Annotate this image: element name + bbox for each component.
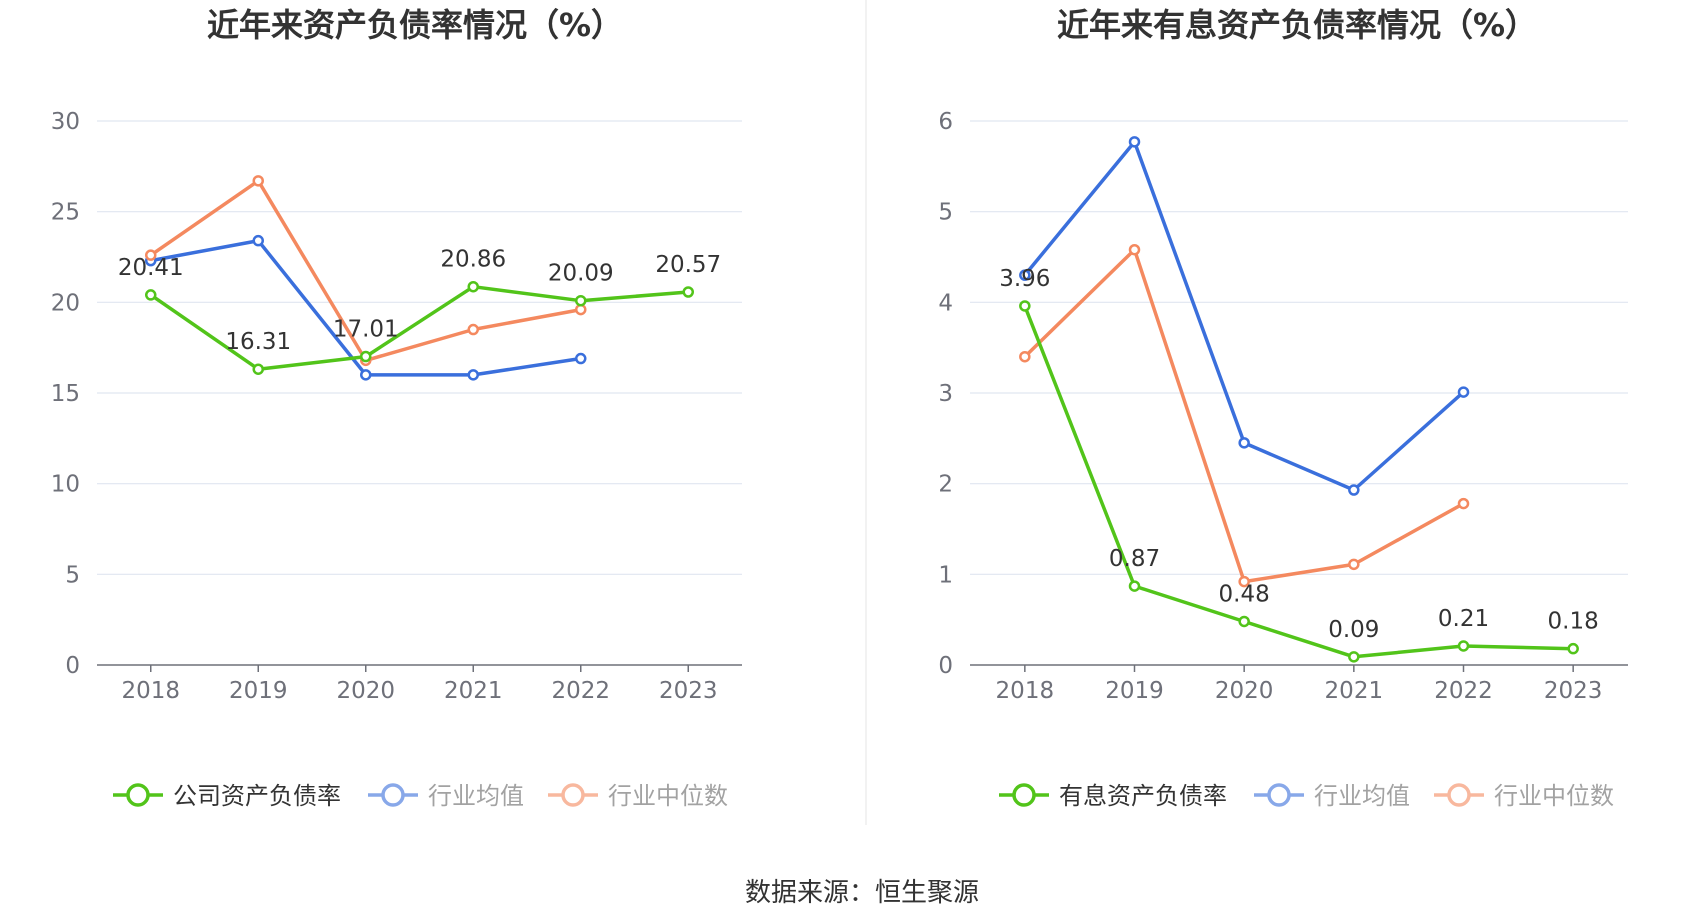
series-line	[1023, 305, 1574, 659]
legend-marker	[1267, 783, 1291, 807]
data-point[interactable]	[360, 350, 372, 363]
series-line	[1023, 247, 1465, 584]
data-point[interactable]	[575, 294, 587, 307]
data-point[interactable]	[1019, 269, 1031, 281]
data-point[interactable]	[467, 369, 479, 381]
x-tick-label: 2022	[551, 678, 610, 704]
chart-title: 近年来资产负债率情况（%）	[207, 6, 623, 44]
data-point[interactable]	[1348, 558, 1360, 571]
legend-marker	[1012, 783, 1036, 807]
data-label: 0.18	[1548, 609, 1599, 635]
data-label: 0.09	[1328, 617, 1379, 643]
data-point[interactable]	[1457, 640, 1470, 652]
y-tick-label: 2	[938, 472, 953, 498]
legend-marker	[1447, 783, 1471, 807]
data-point[interactable]	[575, 352, 587, 365]
data-label: 0.21	[1438, 606, 1489, 632]
data-point[interactable]	[145, 289, 157, 301]
x-tick-label: 2021	[1325, 678, 1384, 704]
legend-item[interactable]: 公司资产负债率	[113, 782, 341, 810]
x-tick-label: 2022	[1434, 678, 1493, 704]
data-label: 17.01	[333, 317, 399, 343]
data-point[interactable]	[1567, 642, 1579, 655]
y-tick-label: 10	[51, 472, 80, 498]
legend-item[interactable]: 行业均值	[1254, 782, 1410, 810]
data-point[interactable]	[1019, 350, 1031, 363]
data-label: 0.48	[1219, 581, 1270, 607]
legend-item[interactable]: 行业中位数	[548, 782, 728, 810]
x-tick-label: 2020	[1215, 678, 1274, 704]
legend-item[interactable]: 行业中位数	[1434, 782, 1614, 810]
y-tick-label: 25	[51, 200, 80, 226]
data-label: 20.86	[440, 247, 506, 273]
data-point[interactable]	[145, 249, 157, 261]
y-tick-label: 5	[65, 562, 80, 588]
y-tick-label: 6	[938, 109, 953, 135]
data-point[interactable]	[1348, 484, 1360, 496]
data-point[interactable]	[467, 323, 479, 336]
y-tick-label: 1	[938, 562, 953, 588]
legend-marker	[126, 783, 150, 807]
x-tick-label: 2023	[1544, 678, 1603, 704]
legend-label: 有息资产负债率	[1059, 782, 1227, 810]
legend-label: 公司资产负债率	[173, 782, 341, 810]
y-tick-label: 3	[938, 381, 953, 407]
x-tick-label: 2021	[444, 678, 503, 704]
data-point[interactable]	[1238, 575, 1250, 588]
legend-label: 行业均值	[428, 782, 524, 810]
data-label: 3.96	[999, 266, 1050, 292]
data-label: 20.57	[655, 252, 721, 278]
data-point[interactable]	[252, 175, 264, 187]
data-point[interactable]	[252, 234, 264, 247]
y-tick-label: 5	[938, 200, 953, 226]
x-tick-label: 2020	[336, 678, 395, 704]
legend-label: 行业中位数	[1494, 782, 1614, 810]
data-label: 16.31	[225, 329, 291, 355]
data-point[interactable]	[360, 369, 372, 381]
data-point[interactable]	[1238, 437, 1250, 449]
data-point[interactable]	[1019, 300, 1031, 312]
chart-title: 近年来有息资产负债率情况（%）	[1057, 6, 1537, 44]
x-tick-label: 2019	[1105, 678, 1164, 704]
data-label: 20.41	[118, 255, 184, 281]
x-tick-label: 2019	[229, 678, 288, 704]
x-tick-label: 2018	[996, 678, 1055, 704]
y-tick-label: 4	[938, 290, 953, 316]
data-point[interactable]	[1128, 136, 1141, 148]
legend-marker	[381, 783, 405, 807]
data-point[interactable]	[467, 280, 479, 293]
series-line	[149, 284, 689, 371]
x-tick-label: 2018	[121, 678, 180, 704]
legend-item[interactable]: 有息资产负债率	[999, 782, 1227, 810]
legend-marker	[561, 783, 585, 807]
legend-label: 行业均值	[1314, 782, 1410, 810]
data-point[interactable]	[1457, 497, 1470, 510]
data-point[interactable]	[1457, 386, 1470, 398]
chart-debt-ratio: 近年来资产负债率情况（%） 0 5 10 15 20 25 30 2018 2019 2020 202…	[51, 6, 742, 810]
data-point[interactable]	[1238, 615, 1250, 628]
data-point[interactable]	[1128, 580, 1141, 592]
y-tick-label: 0	[65, 653, 80, 679]
x-tick-label: 2023	[659, 678, 718, 704]
y-tick-label: 30	[51, 109, 80, 135]
data-point[interactable]	[1128, 243, 1141, 256]
data-point[interactable]	[1348, 651, 1360, 663]
legend-label: 行业中位数	[608, 782, 728, 810]
y-tick-label: 15	[51, 381, 80, 407]
y-tick-label: 20	[51, 290, 80, 316]
data-point[interactable]	[682, 286, 694, 298]
data-point[interactable]	[252, 363, 264, 375]
data-source: 数据来源：恒生聚源	[745, 878, 979, 908]
data-label: 0.87	[1109, 546, 1160, 572]
chart-interest-debt-ratio: 近年来有息资产负债率情况（%） 0 1 2 3 4 5 6 2018 2019 2020 2021 20…	[938, 6, 1628, 810]
legend-item[interactable]: 行业均值	[368, 782, 524, 810]
y-tick-label: 0	[938, 653, 953, 679]
data-label: 20.09	[548, 261, 614, 287]
